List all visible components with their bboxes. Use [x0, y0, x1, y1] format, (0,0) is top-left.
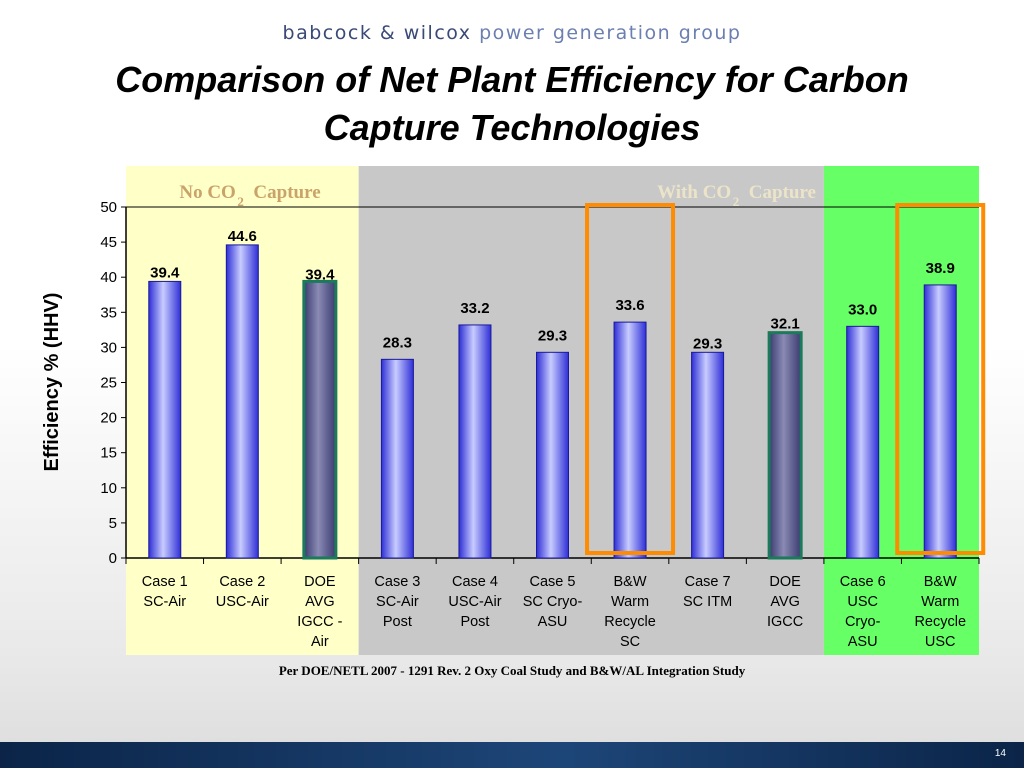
- brand-sub: power generation group: [479, 22, 742, 44]
- y-tick-label: 30: [100, 339, 117, 356]
- bar-5: [458, 324, 492, 559]
- highlight-box: [585, 203, 676, 555]
- category-label: Case 3 SC-Air Post: [374, 574, 420, 630]
- y-tick-label: 45: [100, 234, 117, 251]
- category-label: DOE AVG IGCC: [767, 574, 803, 630]
- y-tick-label: 25: [100, 375, 117, 392]
- bar-value-label: 39.4: [150, 264, 180, 281]
- category-label: Case 2 USC-Air: [216, 574, 269, 610]
- bar-value-label: 29.3: [693, 335, 722, 352]
- bar-8: [691, 351, 725, 559]
- bar-value-label: 28.3: [383, 334, 412, 351]
- title-line-1: Comparison of Net Plant Efficiency for C…: [115, 59, 909, 100]
- y-tick-label: 15: [100, 445, 117, 462]
- y-tick-label: 20: [100, 410, 117, 427]
- bar-2: [225, 244, 259, 559]
- page-number: 14: [994, 748, 1006, 759]
- category-label: B&W Warm Recycle SC: [604, 574, 656, 650]
- bar-10: [846, 325, 880, 559]
- category-label: Case 4 USC-Air Post: [448, 574, 501, 630]
- bar-9: [767, 331, 803, 560]
- bar-4: [380, 358, 414, 559]
- bar-value-label: 32.1: [771, 316, 800, 333]
- page-title: Comparison of Net Plant Efficiency for C…: [0, 56, 1024, 152]
- bar-value-label: 33.2: [460, 300, 489, 317]
- y-tick-label: 0: [109, 550, 117, 567]
- category-label: DOE AVG IGCC -Air: [297, 574, 342, 650]
- source-footnote: Per DOE/NETL 2007 - 1291 Rev. 2 Oxy Coal…: [278, 663, 746, 678]
- label-with-capture: With CO 2 Capture: [657, 182, 816, 209]
- bar-11: [923, 284, 957, 559]
- brand-logo: babcock & wilcox power generation group: [0, 22, 1024, 44]
- bar-value-label: 33.0: [848, 301, 877, 318]
- highlight-box: [895, 203, 986, 555]
- bar-7: [613, 321, 647, 559]
- y-axis-label: Efficiency % (HHV): [41, 293, 63, 472]
- bar-value-label: 39.4: [305, 266, 335, 283]
- category-label: Case 5 SC Cryo-ASU: [523, 574, 583, 630]
- bar-value-label: 38.9: [926, 260, 955, 277]
- bar-1: [148, 280, 182, 559]
- y-tick-label: 50: [100, 199, 117, 216]
- y-tick-label: 5: [109, 515, 117, 532]
- y-tick-label: 35: [100, 304, 117, 321]
- footer-bar: 14: [0, 742, 1024, 768]
- category-label: Case 1 SC-Air: [142, 574, 188, 610]
- region-with-capture: [358, 166, 824, 655]
- y-tick-label: 10: [100, 480, 117, 497]
- category-label: B&W Warm Recycle USC: [914, 574, 966, 650]
- category-label: Case 6 USC Cryo-ASU: [840, 574, 886, 650]
- title-line-2: Capture Technologies: [323, 107, 701, 148]
- bar-value-label: 44.6: [228, 228, 257, 245]
- y-tick-label: 40: [100, 269, 117, 286]
- bar-6: [536, 351, 569, 559]
- label-no-capture: No CO 2 Capture: [179, 182, 320, 209]
- bar-value-label: 33.6: [615, 297, 644, 314]
- bar-3: [302, 279, 338, 560]
- category-label: Case 7 SC ITM: [683, 574, 732, 610]
- bar-value-label: 29.3: [538, 327, 567, 344]
- brand-main: babcock & wilcox: [282, 22, 472, 44]
